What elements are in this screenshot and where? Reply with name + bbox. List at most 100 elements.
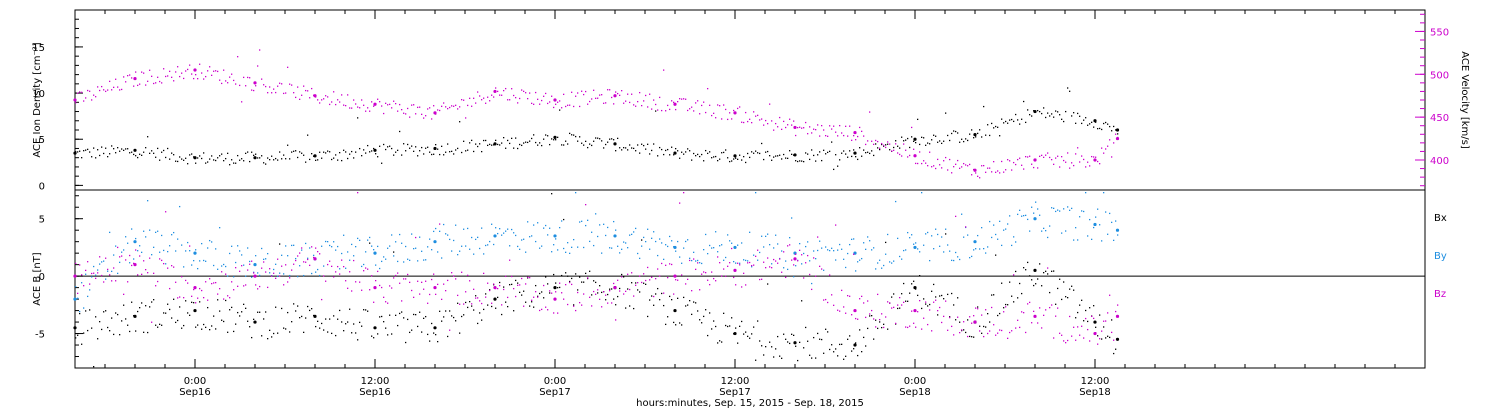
data-dot: [755, 192, 757, 194]
data-dot: [237, 285, 239, 287]
data-dot: [229, 309, 231, 311]
data-dot: [673, 101, 675, 104]
data-dot: [133, 85, 135, 87]
data-dot: [1009, 119, 1011, 121]
data-dot: [139, 255, 141, 257]
data-dot: [977, 308, 979, 310]
data-dot: [419, 236, 421, 238]
data-dot: [865, 248, 867, 250]
data-dot: [247, 269, 249, 271]
data-dot: [833, 304, 835, 306]
data-dot: [733, 333, 735, 335]
data-dot: [465, 291, 467, 293]
data-dot: [1039, 263, 1041, 265]
data-dot: [993, 294, 995, 296]
data-dot: [145, 236, 147, 238]
data-dot: [91, 272, 93, 275]
data-dot: [501, 234, 503, 236]
data-dot: [103, 281, 105, 283]
data-point: [673, 308, 677, 313]
data-dot: [607, 89, 609, 91]
data-dot: [151, 254, 153, 256]
data-dot: [283, 92, 285, 95]
data-dot: [555, 103, 557, 105]
data-dot: [401, 108, 403, 111]
data-dot: [977, 234, 979, 237]
data-dot: [777, 126, 779, 128]
data-dot: [927, 305, 929, 307]
data-dot: [143, 260, 145, 262]
data-dot: [829, 274, 831, 276]
data-dot: [241, 101, 243, 103]
data-dot: [447, 279, 449, 282]
data-dot: [335, 334, 337, 337]
data-dot: [223, 69, 225, 71]
data-dot: [829, 249, 831, 252]
data-dot: [1037, 208, 1039, 210]
data-point: [1115, 314, 1120, 318]
data-dot: [185, 70, 187, 72]
data-dot: [855, 139, 857, 141]
data-dot: [89, 90, 91, 92]
data-dot: [875, 143, 877, 145]
data-dot: [459, 250, 461, 252]
data-dot: [291, 269, 293, 271]
data-dot: [189, 245, 191, 247]
data-dot: [1081, 155, 1083, 157]
data-dot: [109, 330, 111, 332]
data-dot: [235, 162, 237, 164]
data-dot: [1067, 87, 1069, 89]
x-tick-label-time: 0:00: [544, 376, 566, 387]
data-dot: [95, 277, 97, 280]
data-dot: [567, 143, 569, 145]
data-dot: [813, 257, 815, 259]
data-dot: [159, 323, 161, 325]
data-dot: [355, 332, 357, 334]
data-dot: [463, 228, 465, 230]
data-dot: [467, 306, 469, 309]
data-dot: [957, 256, 959, 258]
data-dot: [765, 346, 767, 348]
data-dot: [385, 102, 387, 104]
data-dot: [711, 114, 713, 117]
data-dot: [547, 135, 549, 137]
data-dot: [733, 276, 735, 279]
data-dot: [1013, 274, 1015, 276]
data-dot: [79, 312, 81, 315]
data-dot: [877, 293, 879, 296]
data-dot: [731, 242, 733, 244]
data-dot: [875, 326, 877, 328]
data-dot: [451, 150, 453, 153]
data-dot: [867, 327, 869, 330]
data-dot: [83, 285, 85, 287]
data-dot: [753, 326, 755, 328]
data-dot: [707, 252, 709, 255]
data-dot: [771, 263, 773, 265]
data-dot: [127, 75, 129, 77]
data-dot: [531, 102, 533, 105]
data-dot: [819, 135, 821, 137]
series-ion-density: [73, 87, 1120, 171]
data-dot: [105, 257, 107, 259]
data-dot: [781, 128, 783, 131]
data-dot: [921, 192, 923, 194]
data-dot: [281, 307, 283, 310]
data-dot: [909, 237, 911, 239]
data-dot: [271, 336, 273, 338]
data-dot: [471, 105, 473, 107]
data-dot: [973, 137, 975, 139]
data-dot: [739, 325, 741, 327]
data-dot: [663, 292, 665, 294]
data-dot: [75, 262, 77, 265]
data-dot: [123, 249, 125, 251]
data-dot: [325, 280, 327, 282]
data-dot: [653, 99, 655, 101]
data-dot: [229, 164, 231, 166]
data-dot: [873, 318, 875, 320]
data-dot: [1083, 158, 1085, 161]
data-dot: [97, 149, 99, 151]
data-dot: [561, 220, 563, 222]
data-dot: [369, 110, 371, 112]
data-dot: [839, 124, 841, 127]
data-dot: [1015, 327, 1017, 329]
